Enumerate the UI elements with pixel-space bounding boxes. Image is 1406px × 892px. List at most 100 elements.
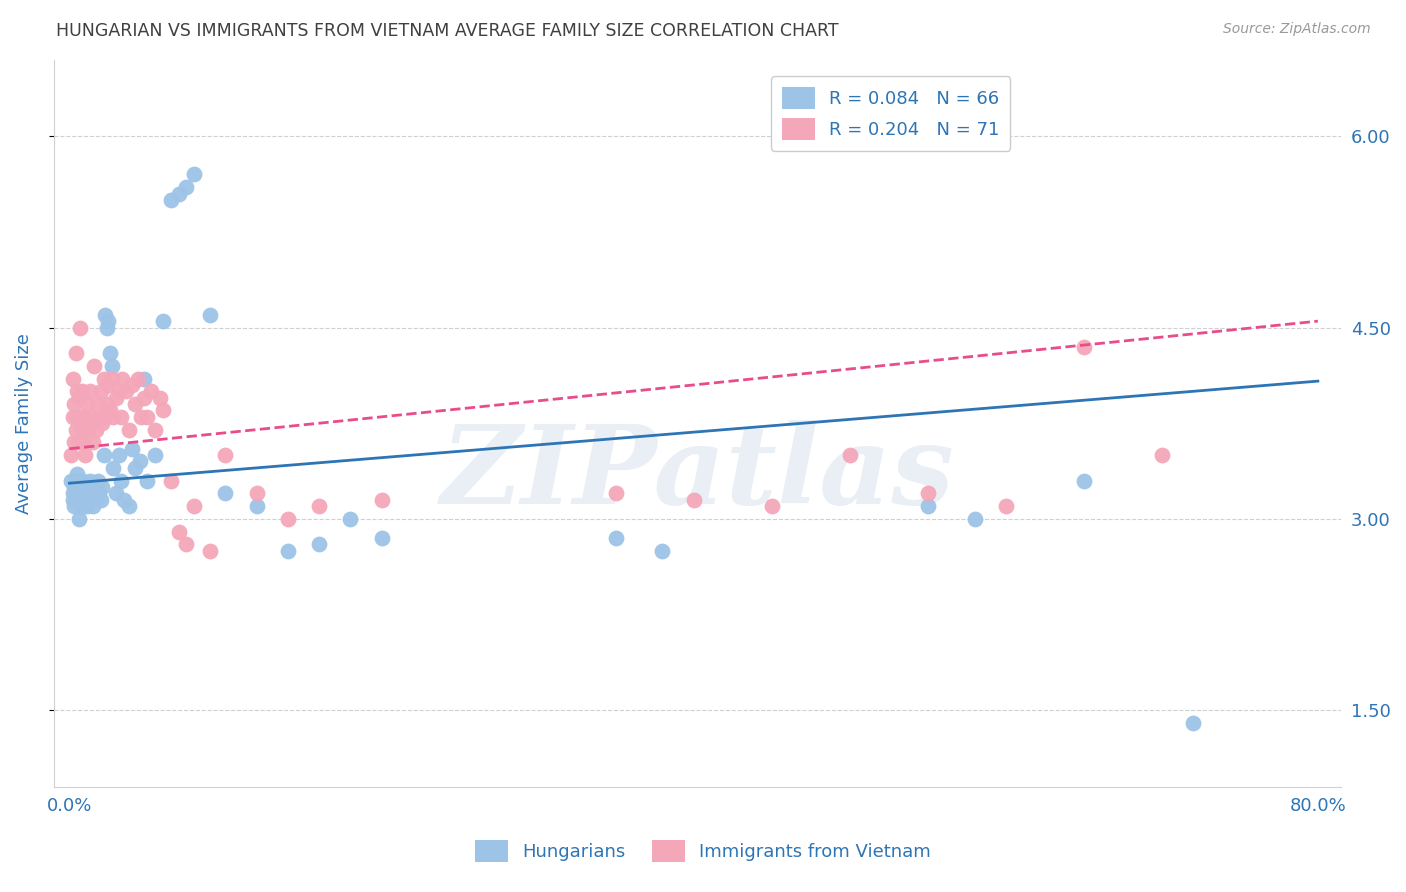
Point: [100, 371, 122, 385]
Point: [70, 423, 93, 437]
Point: [118, 423, 141, 437]
Point: [69, 320, 91, 334]
Legend: R = 0.084   N = 66, R = 0.204   N = 71: R = 0.084 N = 66, R = 0.204 N = 71: [772, 76, 1011, 151]
Point: [105, 391, 128, 405]
Point: [63, 499, 86, 513]
Point: [127, 371, 149, 385]
Point: [277, 543, 299, 558]
Point: [994, 499, 1017, 513]
Point: [70, 384, 93, 399]
Point: [82, 499, 104, 513]
Point: [69, 409, 91, 424]
Point: [176, 180, 198, 194]
Point: [108, 448, 131, 462]
Point: [114, 384, 136, 399]
Point: [65, 486, 87, 500]
Point: [917, 499, 939, 513]
Point: [63, 397, 86, 411]
Point: [167, 524, 190, 539]
Point: [96, 397, 118, 411]
Point: [100, 359, 122, 373]
Point: [167, 186, 190, 201]
Text: HUNGARIAN VS IMMIGRANTS FROM VIETNAM AVERAGE FAMILY SIZE CORRELATION CHART: HUNGARIAN VS IMMIGRANTS FROM VIETNAM AVE…: [56, 22, 839, 40]
Point: [143, 423, 166, 437]
Point: [59, 474, 82, 488]
Point: [214, 448, 236, 462]
Point: [79, 384, 101, 399]
Point: [110, 409, 132, 424]
Point: [63, 480, 86, 494]
Point: [1182, 716, 1205, 731]
Point: [1073, 340, 1095, 354]
Y-axis label: Average Family Size: Average Family Size: [15, 333, 32, 514]
Point: [183, 168, 205, 182]
Text: Source: ZipAtlas.com: Source: ZipAtlas.com: [1223, 22, 1371, 37]
Point: [62, 492, 84, 507]
Point: [77, 423, 100, 437]
Point: [917, 486, 939, 500]
Point: [214, 486, 236, 500]
Point: [97, 314, 120, 328]
Point: [59, 448, 82, 462]
Point: [72, 474, 94, 488]
Point: [246, 486, 269, 500]
Point: [87, 409, 110, 424]
Point: [339, 512, 361, 526]
Legend: Hungarians, Immigrants from Vietnam: Hungarians, Immigrants from Vietnam: [468, 833, 938, 870]
Point: [176, 537, 198, 551]
Point: [143, 448, 166, 462]
Point: [605, 531, 627, 545]
Point: [77, 492, 100, 507]
Point: [761, 499, 783, 513]
Point: [108, 384, 131, 399]
Point: [72, 499, 94, 513]
Point: [90, 384, 112, 399]
Point: [183, 499, 205, 513]
Point: [84, 423, 107, 437]
Point: [69, 474, 91, 488]
Point: [124, 397, 146, 411]
Point: [66, 384, 89, 399]
Point: [62, 486, 84, 500]
Point: [838, 448, 860, 462]
Point: [80, 486, 103, 500]
Point: [93, 371, 115, 385]
Point: [97, 378, 120, 392]
Point: [160, 474, 183, 488]
Point: [112, 492, 135, 507]
Point: [93, 448, 115, 462]
Point: [76, 480, 98, 494]
Point: [94, 409, 117, 424]
Point: [110, 474, 132, 488]
Point: [91, 480, 114, 494]
Point: [79, 474, 101, 488]
Point: [70, 486, 93, 500]
Point: [62, 409, 84, 424]
Point: [80, 409, 103, 424]
Point: [87, 486, 110, 500]
Point: [136, 409, 159, 424]
Point: [101, 461, 124, 475]
Point: [128, 454, 150, 468]
Point: [65, 423, 87, 437]
Point: [72, 435, 94, 450]
Point: [105, 486, 128, 500]
Point: [67, 486, 90, 500]
Point: [152, 403, 174, 417]
Point: [308, 499, 330, 513]
Point: [86, 474, 108, 488]
Point: [682, 492, 704, 507]
Point: [134, 371, 156, 385]
Point: [67, 391, 90, 405]
Point: [65, 474, 87, 488]
Point: [67, 512, 90, 526]
Point: [66, 467, 89, 482]
Point: [73, 416, 96, 430]
Point: [96, 320, 118, 334]
Point: [121, 442, 143, 456]
Text: ZIPatlas: ZIPatlas: [440, 420, 955, 528]
Point: [308, 537, 330, 551]
Point: [370, 492, 392, 507]
Point: [73, 486, 96, 500]
Point: [65, 346, 87, 360]
